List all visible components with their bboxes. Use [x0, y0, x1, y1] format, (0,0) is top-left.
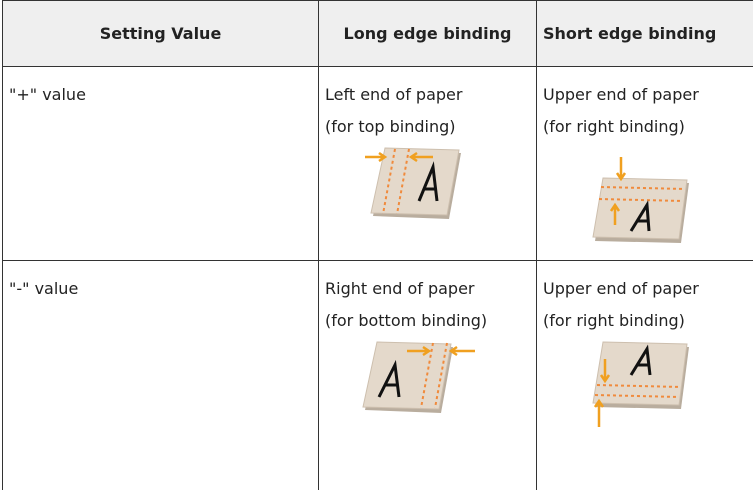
- cell-text: (for bottom binding): [325, 311, 488, 330]
- icon-shape: [362, 341, 452, 410]
- header-text: Short edge binding: [543, 24, 717, 43]
- cell-text: Upper end of paper: [543, 85, 699, 104]
- icon-shape: [448, 345, 475, 357]
- icon-shape: [629, 200, 651, 232]
- icon-shape: [377, 359, 401, 398]
- cell-text: (for right binding): [543, 117, 685, 136]
- icon-shape: [629, 344, 652, 376]
- icon-shape: [594, 394, 680, 398]
- icon-shape: [396, 148, 410, 215]
- cell: Right end of paper (for bottom binding): [318, 260, 536, 490]
- icon-shape: [596, 384, 682, 388]
- cell-text: Left end of paper: [325, 85, 463, 104]
- icon-shape: [420, 342, 434, 409]
- cell: "+" value: [2, 66, 318, 260]
- cell-text: Upper end of paper: [543, 279, 699, 298]
- cell: Upper end of paper (for right binding): [536, 66, 753, 260]
- icon-shape: [599, 359, 611, 384]
- cell: Left end of paper (for top binding): [318, 66, 536, 260]
- cell: "-" value: [2, 260, 318, 490]
- cell-text: (for right binding): [543, 311, 685, 330]
- icon-shape: [365, 151, 388, 163]
- icon-shape: [407, 345, 432, 357]
- icon-shape: [592, 341, 688, 406]
- illustration: [592, 341, 689, 427]
- icon-shape: [408, 151, 433, 163]
- cell: Upper end of paper (for right binding): [536, 260, 753, 490]
- header-text: Setting Value: [99, 24, 222, 43]
- icon-shape: [609, 202, 621, 225]
- icon-shape: [598, 198, 684, 202]
- header-cell: Setting Value: [2, 0, 318, 66]
- icon-shape: [417, 161, 439, 202]
- illustration: [592, 157, 689, 243]
- icon-shape: [615, 157, 627, 182]
- header-text: Long edge binding: [343, 24, 512, 43]
- icon-shape: [434, 342, 448, 409]
- header-cell: Long edge binding: [318, 0, 536, 66]
- cell-text: Right end of paper: [325, 279, 475, 298]
- setting-text: "+" value: [9, 85, 86, 104]
- icon-shape: [600, 186, 686, 190]
- cell-text: (for top binding): [325, 117, 456, 136]
- header-cell: Short edge binding: [536, 0, 753, 66]
- icon-shape: [593, 398, 605, 427]
- setting-text: "-" value: [9, 279, 79, 298]
- icon-shape: [592, 177, 688, 240]
- illustration: [362, 341, 475, 413]
- icon-shape: [382, 148, 396, 215]
- illustration: [365, 147, 461, 219]
